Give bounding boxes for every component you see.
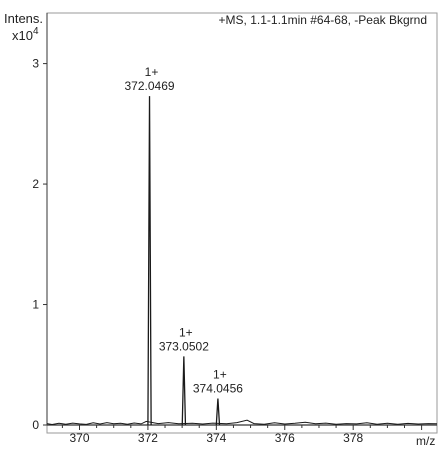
y-tick-label: 2: [32, 177, 39, 191]
peak-mz-label: 373.0502: [159, 339, 209, 353]
x-axis-label: m/z: [416, 434, 435, 448]
peak-mz-label: 372.0469: [124, 79, 174, 93]
peak-charge-label: 1+: [213, 367, 227, 381]
spectrum-peak: [147, 96, 152, 426]
peak-charge-label: 1+: [145, 65, 159, 79]
x-tick-label: 372: [138, 431, 158, 445]
y-axis-label: Intens.: [4, 11, 43, 26]
y-axis-exponent: x104: [12, 26, 39, 43]
spectrum-peak: [215, 398, 221, 426]
x-tick-label: 376: [275, 431, 295, 445]
spectrum-peak: [181, 356, 187, 426]
y-tick-label: 0: [32, 418, 39, 432]
y-tick-label: 1: [32, 298, 39, 312]
peak-mz-label: 374.0456: [193, 381, 243, 395]
x-tick-label: 374: [206, 431, 226, 445]
y-tick-label: 3: [32, 57, 39, 71]
plot-frame: [46, 12, 438, 434]
chart-title: +MS, 1.1-1.1min #64-68, -Peak Bkgrnd: [219, 13, 427, 27]
x-tick-label: 370: [69, 431, 89, 445]
baseline-noise-trace: [46, 419, 438, 426]
x-tick-label: 378: [343, 431, 363, 445]
peak-charge-label: 1+: [179, 325, 193, 339]
